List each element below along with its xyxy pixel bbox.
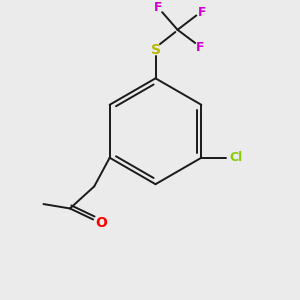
Text: S: S bbox=[151, 43, 160, 57]
Text: F: F bbox=[195, 41, 204, 54]
Text: F: F bbox=[198, 6, 206, 19]
Text: F: F bbox=[154, 1, 162, 14]
Text: O: O bbox=[95, 216, 107, 230]
Text: Cl: Cl bbox=[229, 151, 242, 164]
